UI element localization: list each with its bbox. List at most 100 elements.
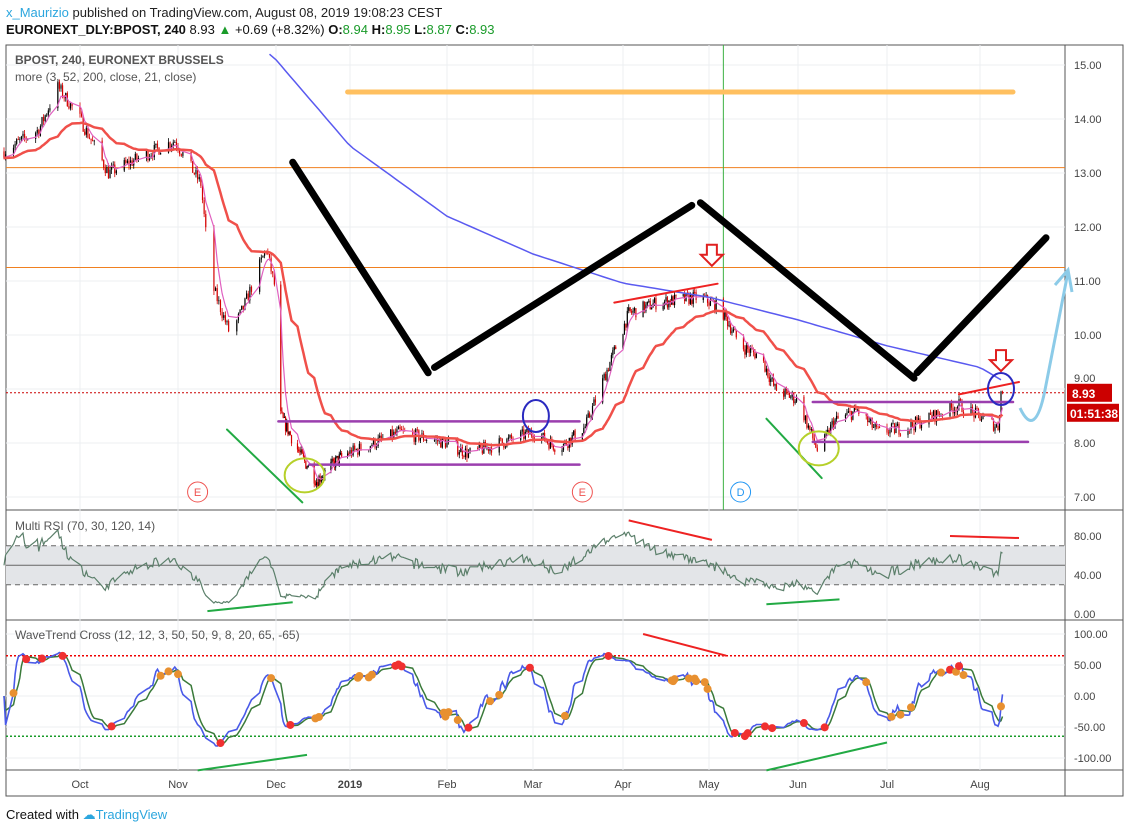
open-value: 8.94	[342, 22, 368, 37]
candle-body	[982, 415, 984, 420]
candle-body	[14, 143, 16, 148]
candle-body	[332, 458, 334, 462]
candle-body	[809, 425, 811, 430]
countdown-badge	[1067, 403, 1119, 422]
candle-body	[865, 413, 867, 416]
candle-body	[241, 305, 243, 310]
close-label: C:	[455, 22, 470, 37]
candle-body	[602, 378, 604, 403]
event-marker-label: E	[194, 487, 201, 499]
candle-body	[593, 399, 595, 406]
candle-body	[375, 445, 378, 448]
wt-cross-dot	[997, 702, 1005, 711]
candle-body	[221, 311, 223, 318]
candle-body	[735, 329, 737, 338]
tradingview-link[interactable]: TradingView	[95, 807, 168, 822]
candle-body	[396, 429, 398, 434]
candle-body	[3, 151, 5, 159]
price-tick-label: 11.00	[1074, 276, 1101, 288]
candle-body	[970, 406, 972, 415]
wt-cross-dot	[760, 722, 769, 731]
candle-body	[200, 177, 202, 186]
candle-body	[695, 292, 697, 301]
wt-cross-dot	[495, 690, 504, 699]
rsi-divergence-line	[766, 598, 840, 606]
candle-body	[752, 349, 755, 353]
candle-body	[447, 439, 450, 442]
candle-body	[150, 155, 152, 157]
candle-body	[49, 108, 51, 111]
candle-body	[224, 315, 226, 323]
rsi-line	[3, 528, 1003, 605]
wt-cross-dot	[684, 674, 693, 683]
candle-body	[728, 325, 730, 327]
x-tick-label: Apr	[614, 779, 631, 791]
candle-body	[889, 428, 891, 434]
candle-body	[242, 305, 244, 310]
candle-body	[878, 427, 881, 428]
candle-body	[932, 410, 935, 419]
candle-body	[835, 415, 838, 420]
footer-text: Created with	[6, 807, 79, 822]
candle-body	[974, 407, 977, 418]
candle-body	[42, 117, 45, 122]
candle-body	[259, 259, 261, 292]
x-tick-label: Dec	[266, 779, 286, 791]
candle-body	[281, 411, 283, 413]
candle-body	[742, 337, 745, 350]
author-link[interactable]: x_Maurizio	[6, 5, 69, 20]
candle-body	[794, 401, 796, 403]
candle-body	[320, 479, 322, 482]
candle-body	[61, 85, 64, 97]
candle-body	[646, 301, 648, 305]
event-marker	[187, 481, 209, 503]
candle-body	[339, 452, 342, 455]
candle-body	[337, 455, 339, 464]
candle-body	[128, 160, 130, 166]
candle-body	[348, 453, 350, 455]
candle-body	[830, 424, 832, 435]
candle-body	[216, 288, 218, 302]
low-value: 8.87	[426, 22, 452, 37]
candle-body	[626, 310, 628, 328]
wt-divergence-line	[766, 741, 888, 772]
candle-body	[44, 115, 46, 122]
candle-body	[586, 417, 588, 427]
candle-body	[615, 346, 617, 350]
high-label: H:	[371, 22, 386, 37]
candle-body	[172, 142, 174, 146]
candle-body	[949, 402, 951, 417]
candle-body	[79, 106, 81, 114]
candle-body	[249, 286, 251, 301]
candle-body	[610, 355, 612, 363]
footer: Created with ☁TradingView	[6, 807, 167, 823]
candle-body	[500, 438, 502, 440]
candle-body	[844, 414, 847, 419]
candle-body	[632, 310, 634, 313]
wt-cross-dot	[692, 677, 701, 686]
candle-body	[147, 151, 149, 161]
candle-body	[672, 296, 674, 306]
candle-body	[478, 443, 480, 449]
candle-body	[1001, 391, 1004, 393]
candle-body	[668, 300, 670, 308]
candle-body	[590, 416, 592, 418]
candle-body	[239, 309, 241, 314]
candle-body	[827, 429, 829, 433]
zigzag3-drawing	[696, 199, 918, 382]
candle-body	[702, 295, 704, 301]
candle-body	[314, 483, 316, 486]
candle-body	[460, 447, 462, 453]
candle-body	[92, 140, 94, 142]
candle-body	[137, 158, 140, 160]
candle-body	[226, 320, 228, 323]
candle-body	[803, 396, 805, 421]
candle-body	[394, 431, 396, 434]
candle-body	[994, 426, 996, 431]
candle-body	[223, 315, 225, 318]
rsi-tick-label: 0.00	[1074, 609, 1095, 621]
candle-body	[643, 301, 646, 312]
candle-body	[867, 415, 869, 423]
candle-body	[847, 411, 850, 413]
